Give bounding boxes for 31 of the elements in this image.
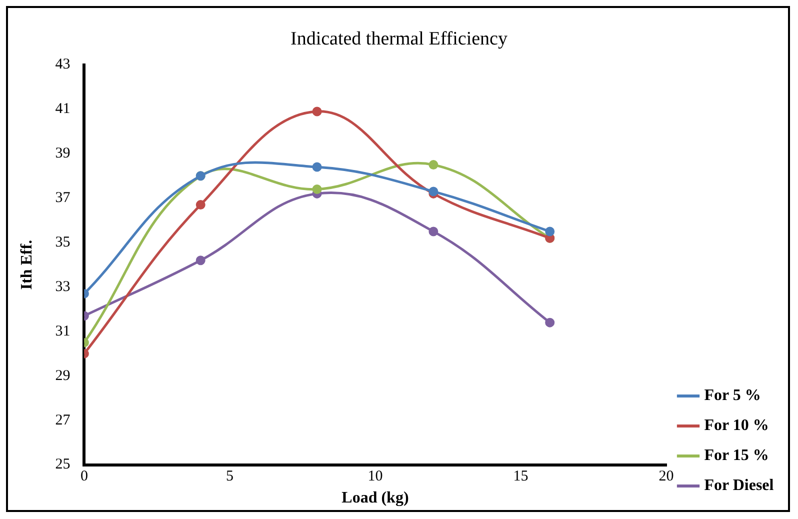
y-tick-label: 31	[55, 323, 70, 340]
x-tick-label: 20	[658, 468, 674, 485]
point	[428, 160, 438, 170]
point	[196, 256, 206, 266]
y-tick-label: 35	[55, 234, 70, 251]
legend-label: For 10 %	[704, 417, 769, 434]
point	[428, 226, 438, 236]
y-tick-label: 43	[55, 56, 70, 73]
legend-label: For 5 %	[704, 387, 761, 404]
x-axis-title: Load (kg)	[342, 490, 409, 507]
point	[196, 200, 206, 210]
y-tick-label: 27	[55, 412, 71, 428]
point	[545, 318, 555, 328]
point	[312, 106, 322, 116]
x-tick-label: 5	[226, 468, 234, 485]
y-tick-label: 37	[55, 190, 71, 206]
point	[312, 162, 322, 172]
point	[545, 226, 555, 236]
y-tick-label: 25	[55, 456, 70, 473]
y-tick-label: 33	[55, 278, 70, 295]
legend-label: For 15 %	[704, 447, 769, 464]
y-tick-label: 41	[55, 101, 70, 118]
y-tick-label: 29	[55, 368, 70, 384]
x-tick-label: 10	[368, 468, 383, 485]
y-tick-label: 39	[55, 146, 70, 162]
point	[312, 184, 322, 194]
x-tick-label: 15	[513, 468, 528, 485]
chart-title: Indicated thermal Efficiency	[290, 28, 508, 50]
x-tick-label: 0	[80, 468, 88, 485]
legend-label: For Diesel	[704, 477, 774, 494]
y-axis-title: Ith Eff.	[18, 240, 36, 290]
